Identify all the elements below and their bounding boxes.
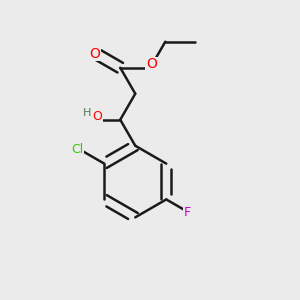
Text: Cl: Cl [71, 143, 84, 156]
Text: F: F [184, 206, 191, 219]
Text: H: H [83, 108, 91, 118]
Text: O: O [146, 57, 157, 71]
Text: O: O [89, 47, 100, 61]
Text: O: O [92, 110, 102, 123]
